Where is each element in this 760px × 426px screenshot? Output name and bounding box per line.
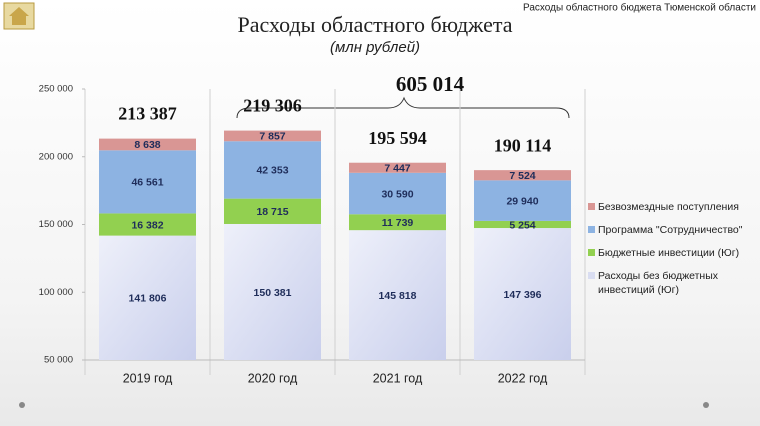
legend-item: Безвозмездные поступления xyxy=(588,200,756,214)
bar-segment xyxy=(474,220,571,229)
bar-segment xyxy=(224,223,321,360)
y-tick-label: 250 000 xyxy=(39,84,73,95)
bar-segment xyxy=(99,213,196,236)
legend-label: Безвозмездные поступления xyxy=(598,201,739,213)
value-label: 29 940 xyxy=(506,195,538,207)
bar-segment xyxy=(349,162,446,173)
chart-subtitle: (млн рублей) xyxy=(330,39,420,56)
y-tick-label: 50 000 xyxy=(44,355,73,366)
legend-label: Расходы без бюджетных инвестиций (Юг) xyxy=(598,270,719,296)
legend-swatch xyxy=(588,203,595,210)
value-label: 30 590 xyxy=(381,188,413,200)
home-icon[interactable] xyxy=(3,2,35,30)
value-label: 145 818 xyxy=(379,290,417,302)
total-label: 195 594 xyxy=(368,128,427,148)
legend: Безвозмездные поступления Программа "Сотр… xyxy=(588,200,756,306)
value-label: 18 715 xyxy=(256,206,288,218)
bar-segment xyxy=(474,228,571,360)
bar-segment xyxy=(349,172,446,215)
chart-title: Расходы областного бюджета xyxy=(237,12,512,37)
legend-swatch xyxy=(588,272,595,279)
bar-segment xyxy=(349,214,446,231)
bar-segment xyxy=(224,130,321,142)
legend-label: Программа "Сотрудничество" xyxy=(598,224,743,236)
annotation-brace xyxy=(236,96,570,119)
value-label: 46 561 xyxy=(131,177,163,189)
bar-segment xyxy=(99,138,196,151)
x-tick-label: 2020 год xyxy=(248,371,298,385)
x-tick-label: 2021 год xyxy=(373,371,423,385)
value-label: 8 638 xyxy=(134,139,160,151)
legend-swatch xyxy=(588,249,595,256)
value-label: 5 254 xyxy=(509,219,535,231)
legend-item: Бюджетные инвестиции (Юг) xyxy=(588,246,756,260)
nav-dot[interactable] xyxy=(19,402,25,408)
nav-dot[interactable] xyxy=(703,402,709,408)
y-tick-label: 100 000 xyxy=(39,287,73,298)
x-tick-label: 2019 год xyxy=(123,371,173,385)
x-tick-label: 2022 год xyxy=(498,371,548,385)
value-label: 7 447 xyxy=(384,163,410,175)
value-label: 141 806 xyxy=(129,293,167,305)
legend-swatch xyxy=(588,226,595,233)
bar-segment xyxy=(224,141,321,199)
bar-segment xyxy=(474,180,571,221)
value-label: 7 524 xyxy=(509,170,535,182)
value-label: 7 857 xyxy=(259,131,285,143)
y-tick-label: 200 000 xyxy=(39,151,73,162)
value-label: 147 396 xyxy=(504,289,542,301)
bar-segment xyxy=(99,235,196,360)
annotation: 605 014 xyxy=(396,72,465,96)
legend-item: Программа "Сотрудничество" xyxy=(588,223,756,237)
value-label: 16 382 xyxy=(131,219,163,231)
value-label: 11 739 xyxy=(382,217,414,229)
bar-segment xyxy=(349,230,446,360)
bar-segment xyxy=(224,198,321,224)
y-tick-label: 150 000 xyxy=(39,219,73,230)
legend-item: Расходы без бюджетных инвестиций (Юг) xyxy=(588,269,756,297)
total-label: 219 306 xyxy=(243,96,302,116)
value-label: 150 381 xyxy=(254,287,292,299)
legend-label: Бюджетные инвестиции (Юг) xyxy=(598,247,740,259)
bar-segment xyxy=(474,170,571,181)
value-label: 42 353 xyxy=(256,165,288,177)
bar-segment xyxy=(99,150,196,214)
total-label: 190 114 xyxy=(494,135,552,155)
header-text: Расходы областного бюджета Тюменской обл… xyxy=(523,2,756,14)
total-label: 213 387 xyxy=(118,104,177,124)
